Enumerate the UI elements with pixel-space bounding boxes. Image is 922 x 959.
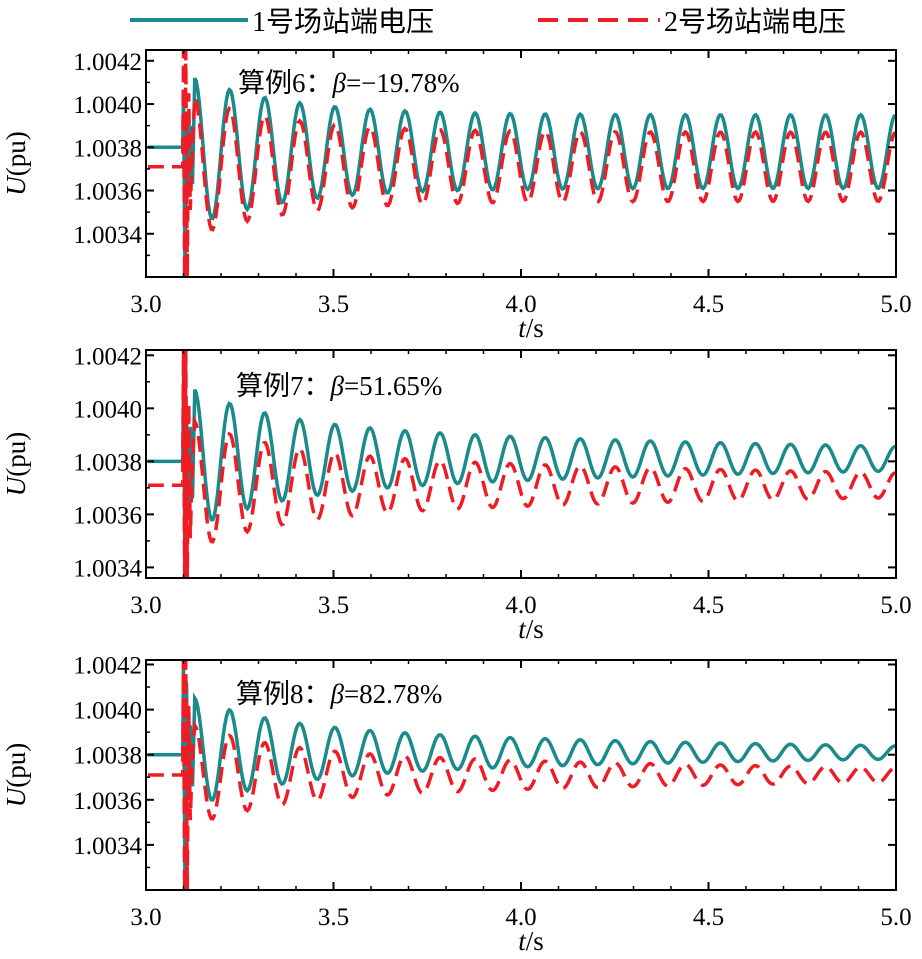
- y-axis-label: U(pu): [1, 131, 31, 195]
- y-tick-label: 1.0034: [73, 222, 142, 249]
- x-tick-label: 5.0: [880, 904, 911, 931]
- y-tick-label: 1.0042: [73, 653, 142, 680]
- x-tick-label: 3.0: [130, 291, 161, 318]
- y-axis-label: U(pu): [1, 743, 31, 807]
- chart-panel-2: 3.0 3.5 4.0 4.5 5.01.00341.00361.00381.00401…: [1, 343, 912, 644]
- legend-label-series-2: 2号场站端电压: [664, 6, 846, 38]
- y-tick-label: 1.0038: [73, 743, 142, 770]
- case-annotation: 算例6：β=−19.78%: [238, 68, 460, 98]
- y-tick-label: 1.0040: [73, 92, 142, 119]
- y-tick-label: 1.0034: [73, 833, 142, 860]
- x-axis-label: t/s: [518, 614, 544, 644]
- x-tick-label: 3.5: [318, 291, 349, 318]
- x-tick-label: 5.0: [880, 592, 911, 619]
- case-annotation: 算例8：β=82.78%: [236, 679, 442, 709]
- y-axis-label: U(pu): [1, 432, 31, 496]
- y-tick-label: 1.0036: [73, 179, 142, 206]
- legend: 1号场站端电压 2号场站端电压: [130, 6, 846, 38]
- x-tick-label: 3.0: [130, 592, 161, 619]
- x-tick-label: 4.5: [693, 592, 724, 619]
- y-tick-label: 1.0036: [73, 788, 142, 815]
- y-tick-label: 1.0042: [73, 343, 142, 370]
- x-tick-label: 3.0: [130, 904, 161, 931]
- x-axis-label: t/s: [518, 926, 544, 956]
- x-tick-label: 3.5: [318, 592, 349, 619]
- legend-label-series-1: 1号场站端电压: [252, 6, 434, 38]
- y-tick-label: 1.0034: [73, 555, 142, 582]
- x-tick-label: 4.5: [693, 291, 724, 318]
- chart-panel-1: 3.0 3.5 4.0 4.5 5.01.00341.00361.00381.00401…: [1, 49, 912, 343]
- y-tick-label: 1.0040: [73, 698, 142, 725]
- y-tick-label: 1.0040: [73, 396, 142, 423]
- y-tick-label: 1.0038: [73, 135, 142, 162]
- x-tick-label: 4.5: [693, 904, 724, 931]
- series-line-1: [148, 382, 895, 578]
- y-tick-label: 1.0042: [73, 49, 142, 76]
- y-tick-label: 1.0038: [73, 449, 142, 476]
- x-tick-label: 5.0: [880, 291, 911, 318]
- chart-panel-3: 3.0 3.5 4.0 4.5 5.01.00341.00361.00381.00401…: [1, 653, 912, 956]
- x-tick-label: 3.5: [318, 904, 349, 931]
- y-tick-label: 1.0036: [73, 502, 142, 529]
- x-axis-label: t/s: [518, 313, 544, 343]
- case-annotation: 算例7：β=51.65%: [236, 371, 442, 401]
